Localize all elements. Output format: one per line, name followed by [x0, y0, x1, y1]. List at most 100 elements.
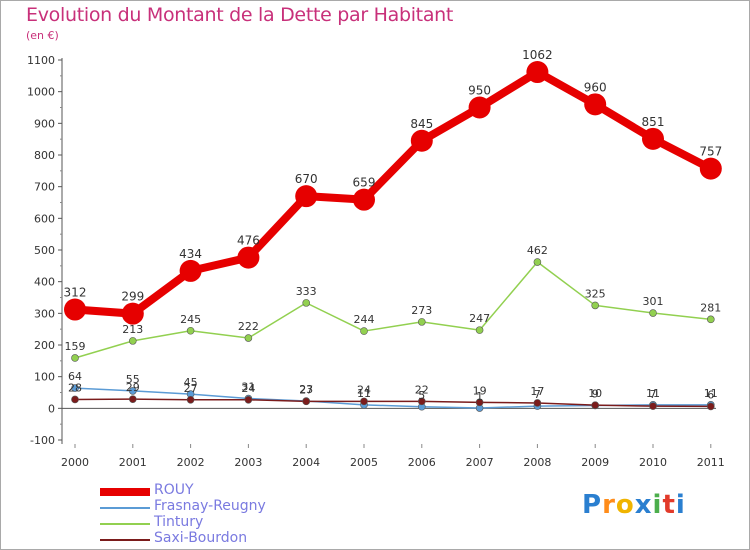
legend-label: ROUY — [154, 482, 194, 498]
data-point — [295, 185, 318, 208]
data-label: 950 — [468, 84, 491, 98]
data-point — [584, 93, 607, 116]
data-label: 7 — [534, 388, 541, 401]
data-label: 333 — [296, 285, 317, 298]
data-label: 245 — [180, 313, 201, 326]
data-point — [71, 384, 79, 392]
data-point — [533, 258, 542, 266]
data-label: 159 — [65, 340, 86, 353]
data-point — [360, 397, 368, 406]
data-point — [64, 298, 86, 321]
data-point — [71, 395, 79, 404]
x-tick-label: 2011 — [697, 456, 725, 469]
y-tick-label: 300 — [34, 307, 55, 320]
series-line-tintury — [74, 261, 712, 359]
data-point — [475, 326, 484, 334]
data-label: 659 — [353, 176, 376, 190]
data-label: 45 — [184, 376, 198, 389]
data-label: 273 — [411, 304, 432, 317]
data-point — [186, 326, 195, 335]
data-label: 434 — [179, 247, 202, 261]
data-label: 19 — [473, 384, 487, 397]
logo-letter: i — [652, 490, 663, 520]
y-tick-label: 0 — [48, 402, 55, 415]
data-point — [699, 157, 722, 180]
data-point — [649, 309, 657, 317]
data-point — [244, 334, 253, 342]
y-tick-label: 900 — [34, 117, 55, 130]
data-label: 24 — [357, 383, 371, 396]
x-tick-label: 2010 — [639, 456, 667, 469]
legend-label: Tintury — [154, 514, 204, 530]
data-label: 222 — [238, 320, 259, 333]
data-label: 757 — [699, 145, 722, 159]
data-label: 281 — [700, 301, 721, 314]
data-label: 55 — [126, 373, 140, 386]
data-label: 5 — [418, 389, 425, 402]
data-label: 27 — [184, 382, 198, 395]
data-point — [591, 301, 600, 310]
x-tick-label: 2003 — [234, 456, 262, 469]
data-point — [353, 188, 375, 211]
y-tick-label: 400 — [34, 276, 55, 289]
chart-unit-label: (en €) — [26, 29, 59, 42]
x-tick-label: 2001 — [119, 456, 147, 469]
data-label: 31 — [241, 381, 255, 394]
data-label: 244 — [354, 313, 375, 326]
data-point — [475, 398, 484, 407]
logo-letter: P — [582, 490, 603, 520]
data-label: 1 — [476, 390, 483, 403]
data-point — [706, 315, 715, 324]
legend-swatch — [100, 539, 150, 541]
data-label: 312 — [64, 286, 87, 300]
data-label: 325 — [585, 287, 606, 300]
data-point — [591, 401, 600, 409]
y-tick-label: 800 — [34, 149, 55, 162]
data-label: 851 — [642, 115, 665, 129]
y-tick-label: 200 — [34, 339, 55, 352]
data-point — [526, 61, 549, 84]
data-point — [410, 129, 433, 152]
data-point — [121, 302, 144, 325]
y-tick-label: 700 — [34, 181, 55, 194]
data-label: 299 — [121, 290, 144, 304]
data-point — [468, 96, 491, 119]
data-label: 9 — [592, 387, 599, 400]
data-point — [129, 387, 137, 395]
data-label: 960 — [584, 80, 607, 94]
data-point — [302, 397, 311, 406]
proxiti-logo: Proxiti — [582, 490, 686, 520]
data-label: 6 — [707, 388, 714, 401]
series-line-saxi-bourdon — [74, 398, 712, 408]
data-point — [71, 354, 79, 362]
y-tick-label: 1000 — [27, 86, 55, 99]
data-label: 1062 — [522, 48, 553, 62]
x-tick-label: 2002 — [177, 456, 205, 469]
data-label: 670 — [295, 172, 318, 186]
y-tick-label: 600 — [34, 212, 55, 225]
data-point — [244, 395, 253, 404]
data-label: 17 — [530, 385, 544, 398]
legend-swatch — [100, 488, 150, 496]
data-label: 11 — [646, 387, 660, 400]
logo-letter: r — [602, 490, 616, 520]
data-point — [129, 337, 137, 345]
legend-swatch — [100, 507, 150, 509]
x-tick-label: 2005 — [350, 456, 378, 469]
data-point — [186, 395, 195, 404]
data-point — [417, 397, 426, 406]
data-label: 24 — [241, 382, 255, 395]
data-label: 301 — [643, 295, 664, 308]
y-tick-label: 100 — [34, 371, 55, 384]
x-tick-label: 2007 — [466, 456, 494, 469]
data-point — [642, 127, 664, 150]
logo-letter: t — [662, 490, 676, 520]
chart-title: Evolution du Montant de la Dette par Hab… — [26, 4, 454, 26]
y-tick-label: -100 — [30, 434, 55, 447]
data-label: 11 — [704, 387, 718, 400]
data-point — [179, 259, 202, 282]
x-tick-label: 2000 — [61, 456, 89, 469]
data-label: 22 — [415, 383, 429, 396]
logo-letter: o — [615, 490, 635, 520]
